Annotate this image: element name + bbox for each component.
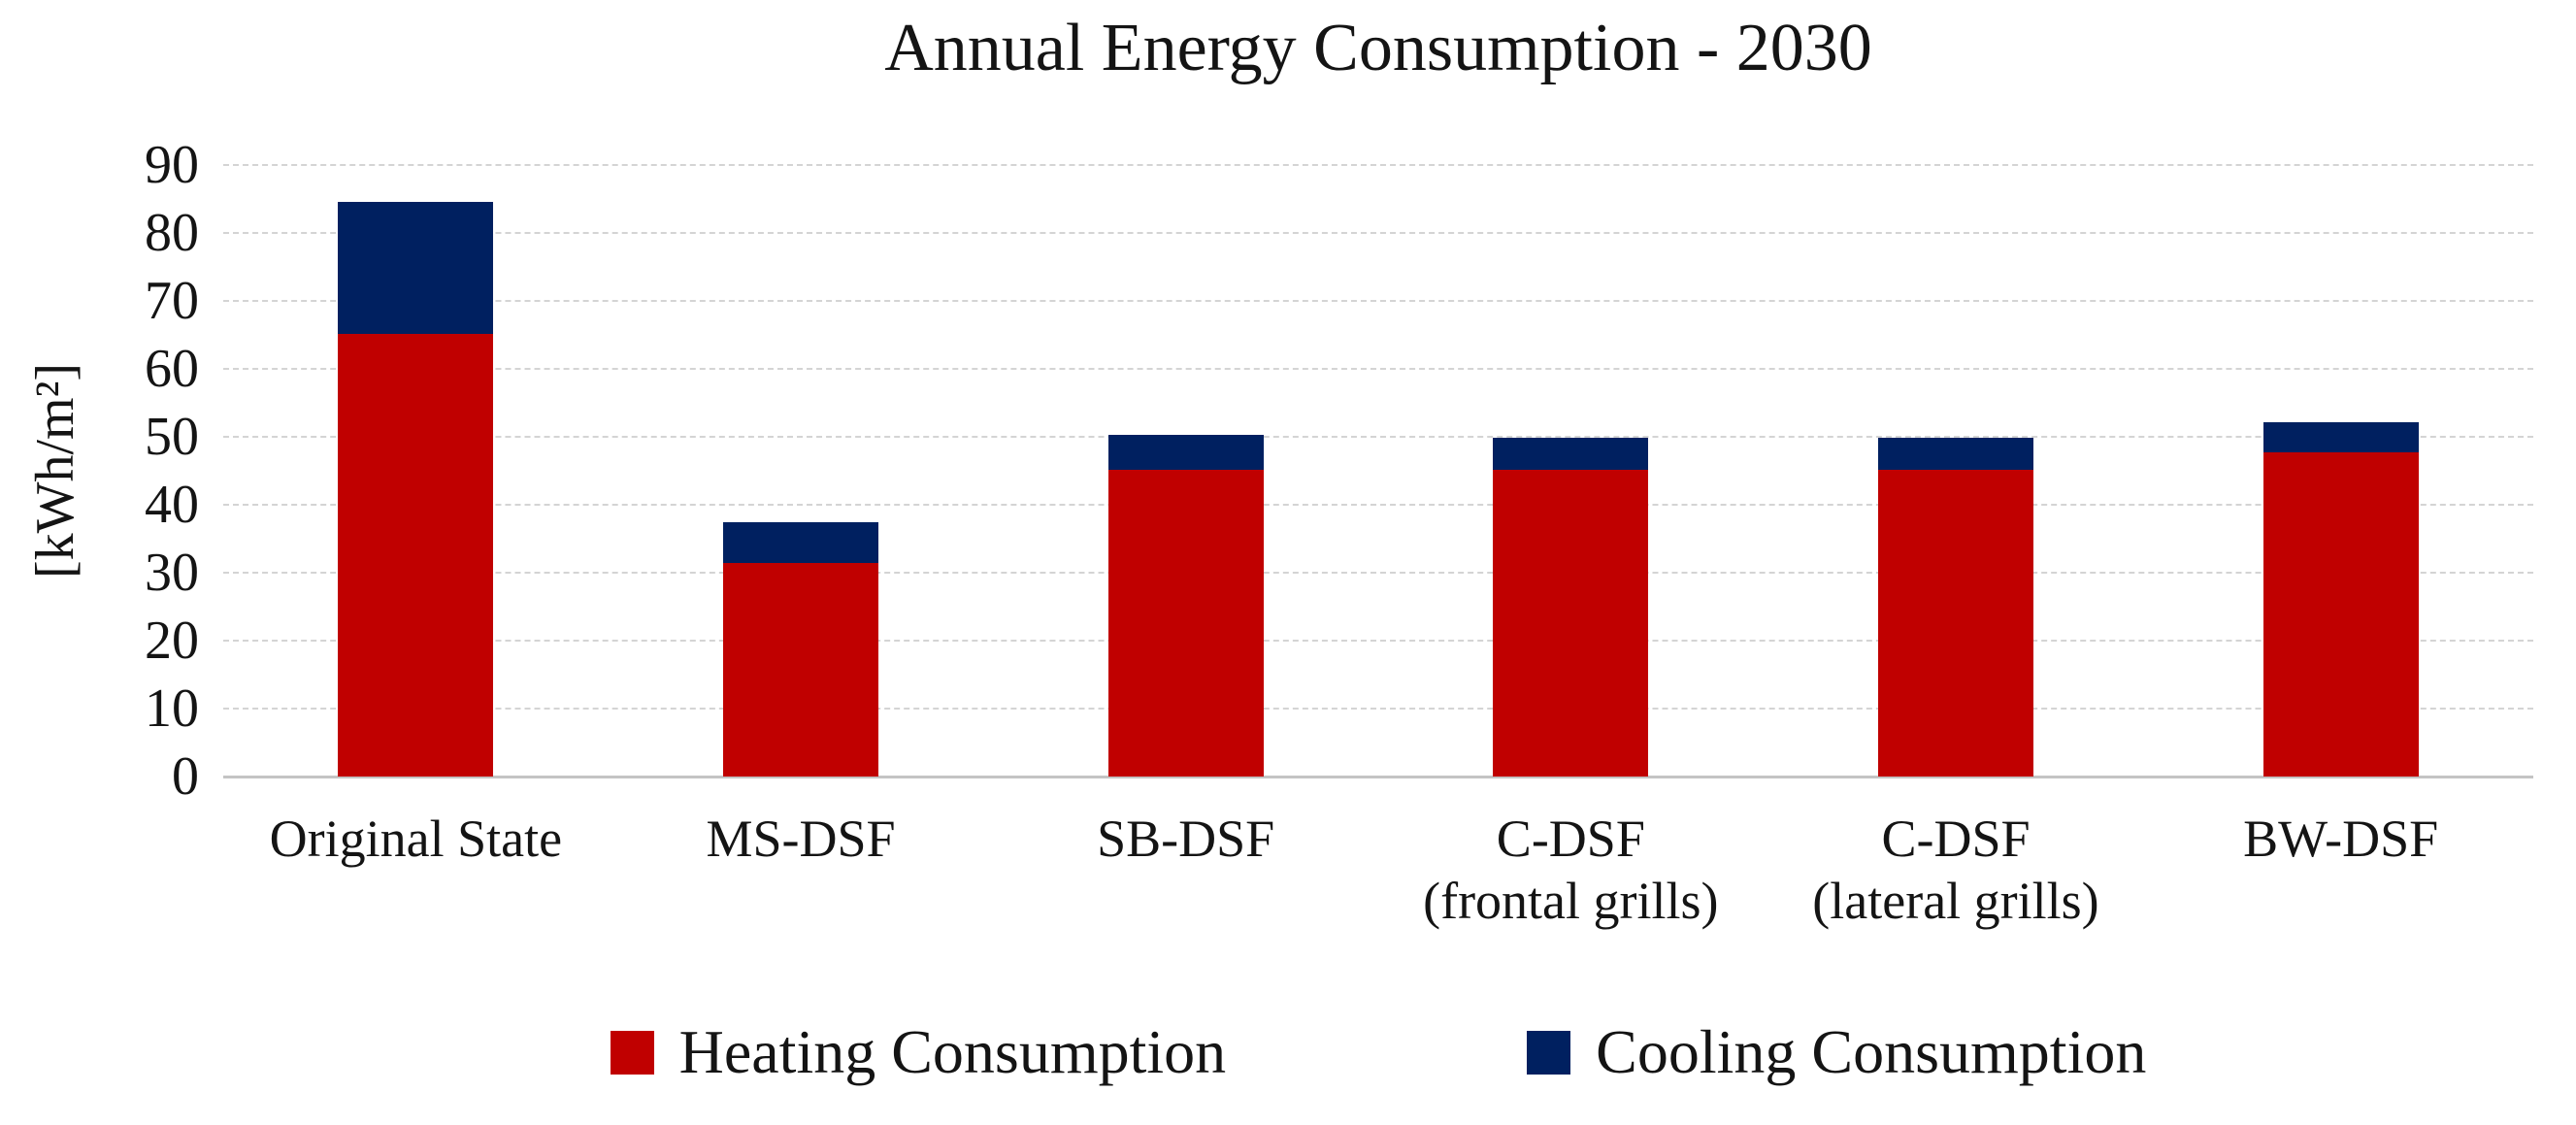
gridline-10 [223,708,2533,710]
x-axis-label-line: BW-DSF [2243,810,2439,868]
x-axis-label-line: SB-DSF [1097,810,1275,868]
legend: Heating Consumption Cooling Consumption [223,1017,2533,1087]
x-axis-label-c-dsf-lateral-grills: C-DSF (lateral grills) [1764,808,2149,932]
x-axis-label-sb-dsf: SB-DSF [993,808,1378,870]
legend-label: Heating Consumption [678,1017,1227,1086]
x-axis-label-bw-dsf: BW-DSF [2148,808,2533,870]
chart-title: Annual Energy Consumption - 2030 [884,11,1872,85]
cooling-segment [1493,437,1649,470]
gridline-50 [223,436,2533,438]
gridline-90 [223,164,2533,166]
gridline-30 [223,572,2533,574]
gridline-60 [223,368,2533,370]
x-axis-label-line: (frontal grills) [1423,872,1719,930]
cooling-segment [338,201,494,334]
cooling-segment [723,522,878,564]
bar-sb-dsf [1107,434,1264,777]
x-axis-label-line: Original State [269,810,563,868]
y-tick-label-0: 0 [172,746,199,807]
heating-segment [1493,469,1649,777]
x-axis-label-original-state: Original State [223,808,609,870]
x-axis-baseline [223,776,2533,778]
cooling-segment [1878,438,2033,470]
gridline-40 [223,504,2533,506]
y-tick-label-30: 30 [145,543,199,603]
y-tick-label-40: 40 [145,475,199,535]
bar-c-dsf-lateral-grills [1878,438,2033,777]
y-tick-label-90: 90 [145,135,199,195]
bar-bw-dsf [2262,422,2419,777]
heating-segment [2262,452,2419,777]
x-axis-label-line: (lateral grills) [1812,872,2099,930]
bar-original-state [338,201,494,777]
y-tick-label-20: 20 [145,611,199,671]
y-tick-label-10: 10 [145,678,199,739]
legend-item-heating-consumption: Heating Consumption [610,1017,1227,1087]
gridline-80 [223,232,2533,234]
heating-segment [338,333,494,777]
y-tick-label-60: 60 [145,339,199,399]
heating-segment [1107,469,1264,777]
heating-segment [723,563,878,777]
legend-label: Cooling Consumption [1596,1017,2147,1086]
legend-swatch-icon [1527,1030,1571,1075]
bar-ms-dsf [723,522,878,777]
heating-segment [1878,469,2033,777]
cooling-segment [2262,422,2419,453]
bar-c-dsf-frontal-grills [1493,437,1649,777]
legend-swatch-icon [610,1030,654,1075]
y-tick-label-70: 70 [145,271,199,331]
y-tick-label-50: 50 [145,407,199,467]
y-tick-label-80: 80 [145,203,199,263]
gridline-70 [223,300,2533,302]
gridline-20 [223,640,2533,642]
plot-area [223,164,2533,778]
x-axis-label-ms-dsf: MS-DSF [609,808,994,870]
x-axis-label-c-dsf-frontal-grills: C-DSF (frontal grills) [1378,808,1764,932]
cooling-segment [1107,434,1264,470]
x-axis-label-line: MS-DSF [706,810,896,868]
legend-item-cooling-consumption: Cooling Consumption [1527,1017,2146,1087]
x-axis-label-line: C-DSF [1496,810,1645,868]
x-axis-label-line: C-DSF [1881,810,2031,868]
